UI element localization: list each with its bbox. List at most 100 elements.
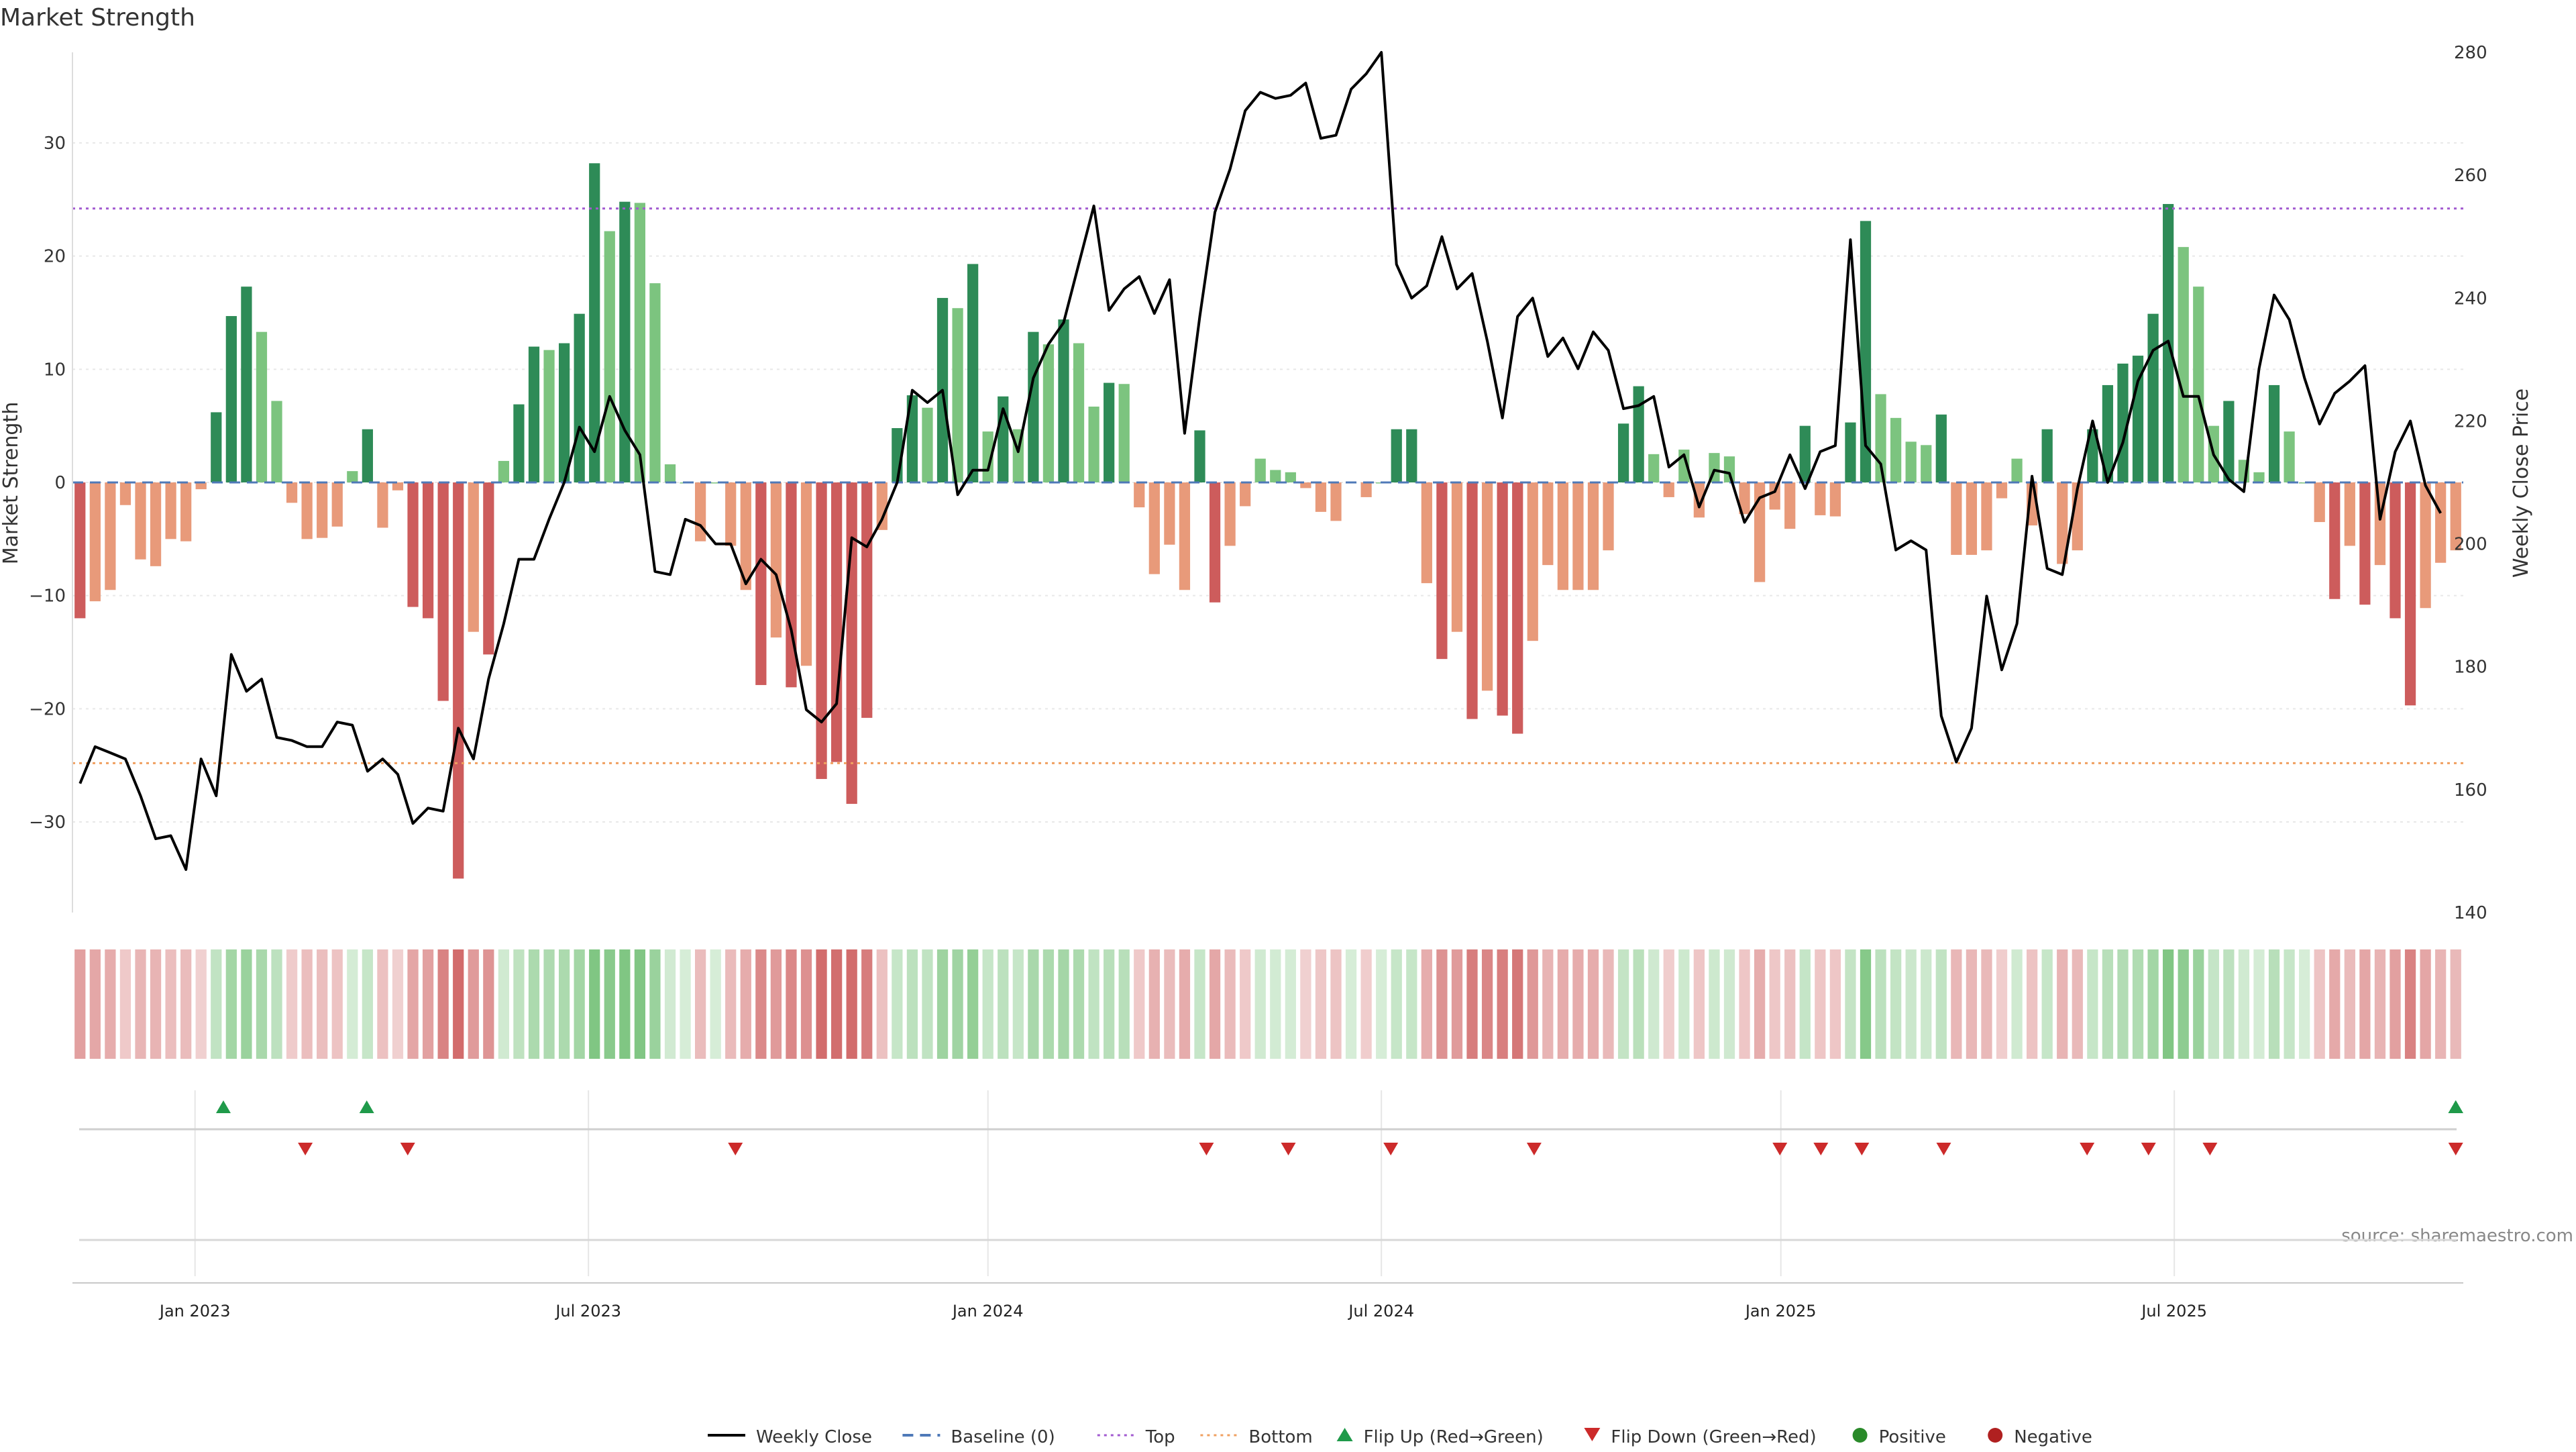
strength-bar — [1104, 382, 1115, 482]
strength-strip-cell — [2193, 949, 2204, 1059]
strength-bar — [1148, 482, 1160, 574]
strength-bar — [1905, 442, 1917, 482]
strength-bar — [165, 482, 176, 539]
strength-bar — [1028, 331, 1039, 482]
strength-bar — [1436, 482, 1448, 660]
strength-strip-cell — [967, 949, 979, 1059]
y-axis-label: Market Strength — [0, 402, 23, 564]
y-tick-label: −30 — [29, 813, 66, 833]
strength-strip-cell — [1996, 949, 2008, 1059]
legend-swatch-circle — [1852, 1428, 1868, 1443]
strength-bar — [1723, 456, 1735, 482]
strength-strip-cell — [649, 949, 661, 1059]
strength-bar — [1451, 482, 1463, 632]
strength-strip-cell — [1073, 949, 1085, 1059]
strength-bar — [1360, 482, 1372, 497]
strength-strip-cell — [2163, 949, 2174, 1059]
strength-strip-cell — [846, 949, 857, 1059]
strength-bar — [1527, 482, 1538, 641]
strength-bar — [846, 482, 857, 805]
strength-bar — [1648, 454, 1660, 482]
strength-bar — [770, 482, 782, 638]
strength-bar — [1270, 470, 1281, 482]
y-tick-label: −10 — [29, 586, 66, 607]
strength-strip-cell — [1270, 949, 1281, 1059]
strength-bar — [1315, 482, 1327, 512]
strength-strip-cell — [543, 949, 555, 1059]
strength-bar — [1421, 482, 1432, 584]
strength-bar — [1391, 429, 1402, 482]
strength-strip-cell — [89, 949, 101, 1059]
strength-strip-cell — [1451, 949, 1463, 1059]
strength-strip-cell — [1709, 949, 1720, 1059]
strength-bar — [1073, 343, 1085, 482]
x-tick-label: Jul 2023 — [554, 1302, 621, 1320]
strength-strip-cell — [180, 949, 192, 1059]
strength-bar — [1542, 482, 1554, 566]
strength-strip-cell — [1194, 949, 1205, 1059]
strength-bar — [2450, 482, 2461, 551]
strength-bar — [377, 482, 388, 528]
strength-bar — [1739, 482, 1750, 515]
strength-bar — [2041, 429, 2053, 482]
strength-bar — [74, 482, 86, 619]
strength-bar — [286, 482, 298, 503]
y2-tick-label: 260 — [2454, 166, 2487, 186]
flip-down-marker — [1813, 1143, 1829, 1155]
strength-strip-cell — [952, 949, 963, 1059]
strength-bar — [1254, 458, 1266, 482]
strength-bar — [876, 482, 888, 530]
flip-up-marker — [359, 1100, 374, 1113]
strength-bar — [2420, 482, 2431, 609]
strength-strip-cell — [2268, 949, 2280, 1059]
strength-strip-cell — [392, 949, 404, 1059]
strength-strip-cell — [1966, 949, 1978, 1059]
strength-strip-cell — [1300, 949, 1311, 1059]
strength-strip-cell — [558, 949, 570, 1059]
strength-bar — [1466, 482, 1478, 719]
strength-strip-cell — [1315, 949, 1327, 1059]
strength-bar — [392, 482, 404, 490]
strength-strip-cell — [982, 949, 994, 1059]
strength-strip-cell — [362, 949, 373, 1059]
strength-bar — [1330, 482, 1342, 521]
strength-bar — [1164, 482, 1175, 545]
strength-bar — [604, 231, 615, 482]
strength-bar — [498, 460, 509, 482]
strength-strip-cell — [1603, 949, 1614, 1059]
strength-bar — [2329, 482, 2341, 599]
strength-strip-cell — [1179, 949, 1191, 1059]
flip-down-marker — [2448, 1143, 2463, 1155]
strength-strip-cell — [1921, 949, 1932, 1059]
strength-bar — [195, 482, 207, 490]
strength-bar — [1951, 482, 1962, 555]
strength-strip-cell — [347, 949, 358, 1059]
strength-bar — [740, 482, 751, 590]
legend-label: Bottom — [1248, 1427, 1312, 1447]
strength-strip-cell — [1935, 949, 1947, 1059]
strength-bar — [1058, 319, 1069, 482]
strength-bar — [407, 482, 419, 607]
strength-bar — [1406, 429, 1417, 482]
legend-swatch-circle — [1988, 1428, 2003, 1443]
strength-bar — [800, 482, 812, 666]
weekly-close-line — [78, 51, 2442, 871]
strength-bar — [89, 482, 101, 602]
strength-strip-cell — [1012, 949, 1024, 1059]
y-tick-label: 0 — [54, 473, 66, 493]
strength-bar — [225, 316, 237, 482]
strength-strip-cell — [2087, 949, 2098, 1059]
strength-bar — [786, 482, 797, 688]
strength-strip-cell — [407, 949, 419, 1059]
strength-strip-cell — [74, 949, 86, 1059]
strength-strip-cell — [1058, 949, 1069, 1059]
strength-strip-cell — [2299, 949, 2310, 1059]
strength-bar — [1209, 482, 1221, 603]
strength-strip-cell — [1678, 949, 1690, 1059]
strength-strip-cell — [2238, 949, 2250, 1059]
strength-bar — [2057, 482, 2068, 564]
strength-bar — [468, 482, 479, 632]
strength-strip-cell — [1406, 949, 1417, 1059]
strength-strip-cell — [2329, 949, 2341, 1059]
strength-bar — [1603, 482, 1614, 551]
